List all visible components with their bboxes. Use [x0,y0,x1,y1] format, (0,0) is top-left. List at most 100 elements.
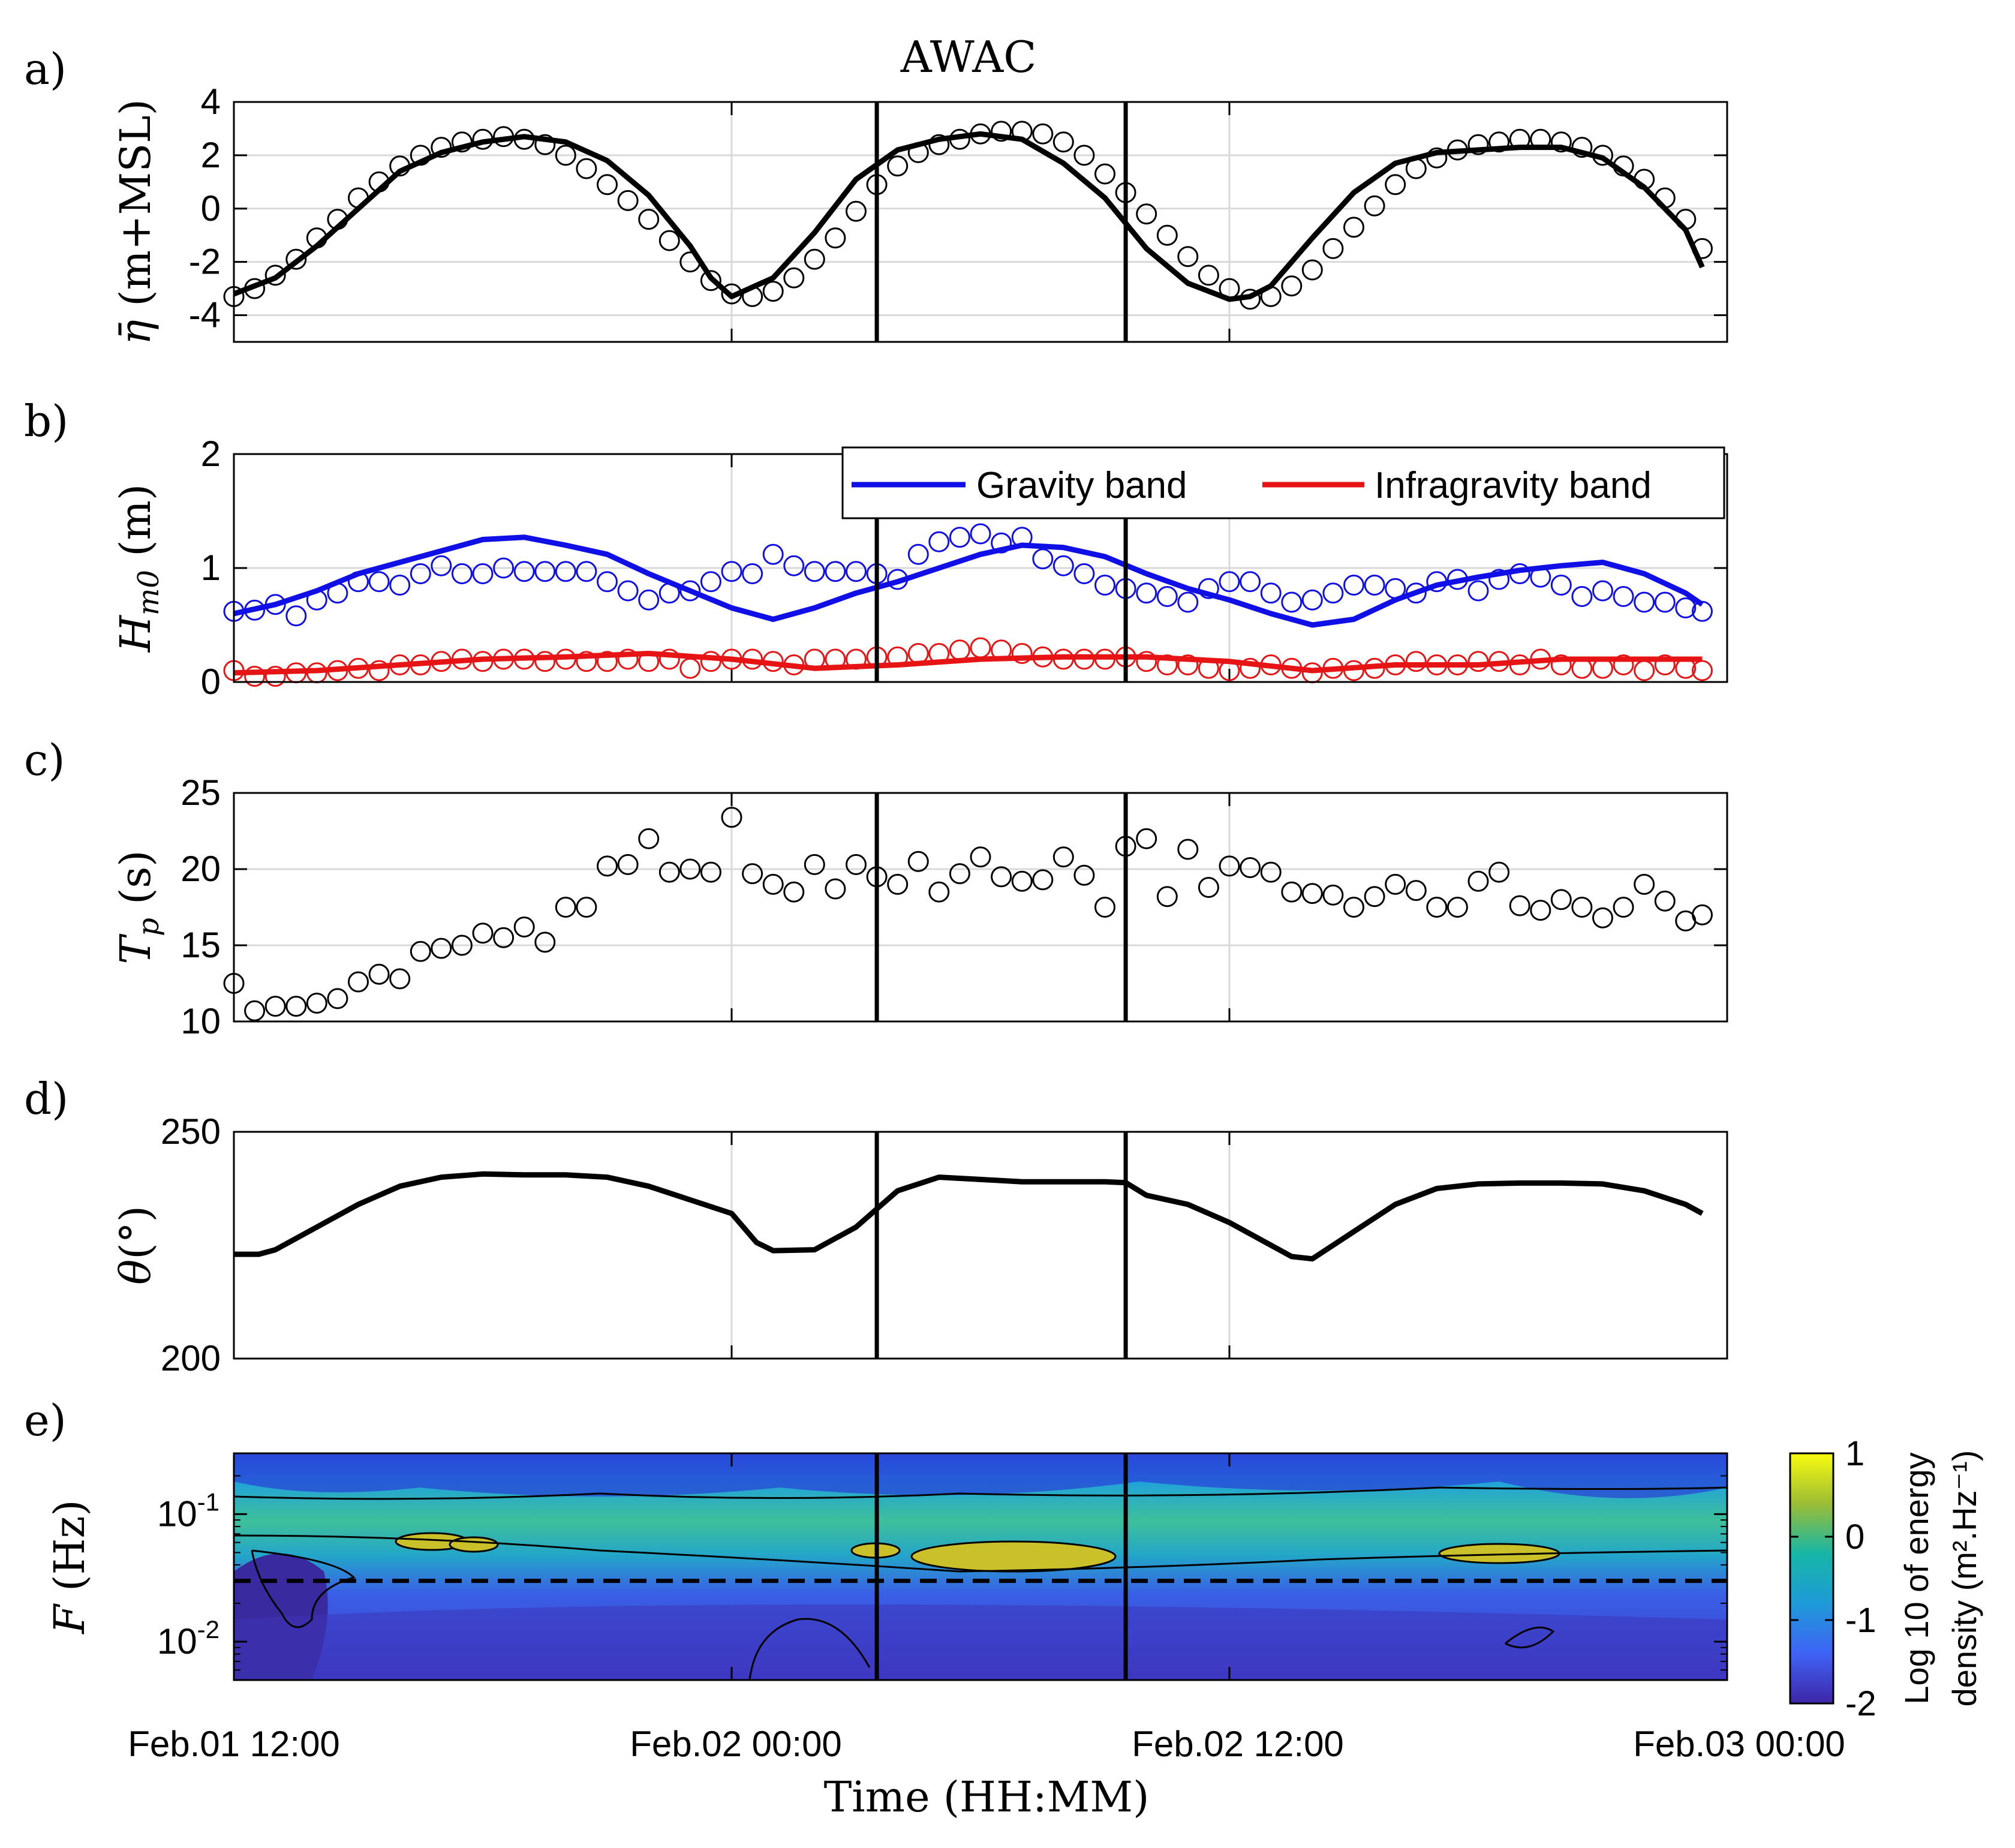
data-marker [679,580,701,602]
y-tick-label: 10 [181,1001,221,1041]
data-marker [1094,648,1115,670]
data-marker [534,931,556,953]
data-marker [1281,591,1303,613]
y-tick-label: -4 [189,295,221,335]
legend-label-infragravity: Infragravity band [1375,465,1652,506]
data-marker [1654,187,1676,209]
y-tick-label: 10-1 [157,1488,219,1534]
data-marker [555,561,576,582]
data-marker [825,878,846,900]
data-marker [1675,597,1697,618]
data-marker [472,128,494,150]
data-marker [700,651,721,672]
data-marker [389,968,411,990]
data-marker [1219,660,1240,681]
series-line [233,534,1704,628]
data-marker [949,128,970,150]
data-marker [970,637,991,659]
panel-b: 2 1 0 b) Hm0 (m) [24,396,1728,702]
panel-label: b) [24,396,68,446]
data-marker [1052,846,1074,868]
data-marker [658,861,680,883]
data-marker [306,993,327,1014]
data-marker [410,940,431,962]
data-marker [431,555,452,576]
y-tick-label: 1 [201,548,221,588]
data-marker [1052,131,1074,153]
data-marker [846,200,867,222]
data-marker [1405,158,1427,179]
data-marker [1634,660,1655,681]
data-marker [1322,238,1344,259]
colorbar-tick-label: -2 [1845,1684,1876,1723]
data-marker [1052,555,1074,576]
data-marker [1136,582,1157,604]
data-marker [1156,654,1178,675]
data-marker [1488,569,1510,590]
data-marker [472,923,494,944]
y-tick-label: 10-2 [157,1615,219,1661]
data-marker [1571,137,1593,158]
panel-e: 10-1 10-2 e) F (Hz) [24,1395,1728,1681]
data-marker [1198,578,1219,599]
data-marker [1198,657,1219,679]
series-line [233,651,1703,676]
data-marker [1675,657,1697,679]
data-marker [1240,857,1261,878]
x-axis-label: Time (HH:MM) [824,1772,1150,1822]
data-marker [1405,582,1427,604]
data-marker [1011,643,1033,664]
x-tick-label: Feb.02 12:00 [1132,1724,1344,1764]
data-marker [1032,548,1054,570]
data-marker [1343,897,1364,918]
data-marker [1530,566,1551,588]
data-marker [1301,589,1323,611]
data-marker [1240,571,1261,593]
data-marker [1219,571,1240,593]
y-tick-label: 2 [201,135,221,175]
data-marker [1260,654,1282,675]
data-marker [348,657,369,679]
data-marker [679,657,701,679]
data-marker [348,571,369,593]
data-marker [1177,591,1199,613]
data-marker [907,643,929,664]
colorbar-label-line2: density (m².Hz⁻¹) [1945,1450,1983,1707]
data-marker [991,532,1012,554]
data-marker [1405,880,1427,902]
data-marker [555,145,576,166]
data-marker [1467,651,1489,672]
data-marker [762,281,784,302]
data-marker [555,897,576,918]
data-marker [825,227,846,249]
data-marker [1509,654,1530,675]
y-tick-label: 15 [181,925,221,965]
data-marker [991,866,1012,888]
axes-frame [233,1452,1728,1681]
data-marker [804,248,825,270]
data-marker [846,854,867,875]
data-marker [1281,275,1303,297]
data-marker [638,589,660,611]
data-marker [1322,884,1344,906]
data-marker [638,209,660,230]
data-marker [1260,861,1282,883]
data-marker [493,927,515,948]
data-marker [472,563,494,584]
data-marker [244,599,266,621]
data-marker [1260,582,1282,604]
data-marker [928,643,950,664]
energy-peak [910,1540,1117,1573]
data-marker [410,654,431,675]
data-marker [1692,238,1713,259]
data-marker [721,648,742,670]
data-marker [949,639,970,661]
y-tick-label: 2 [201,434,221,474]
data-marker [1385,578,1406,599]
data-marker [804,648,825,670]
data-marker [1571,586,1593,607]
data-marker [431,937,452,959]
data-marker [1219,278,1240,299]
data-marker [1385,654,1406,675]
